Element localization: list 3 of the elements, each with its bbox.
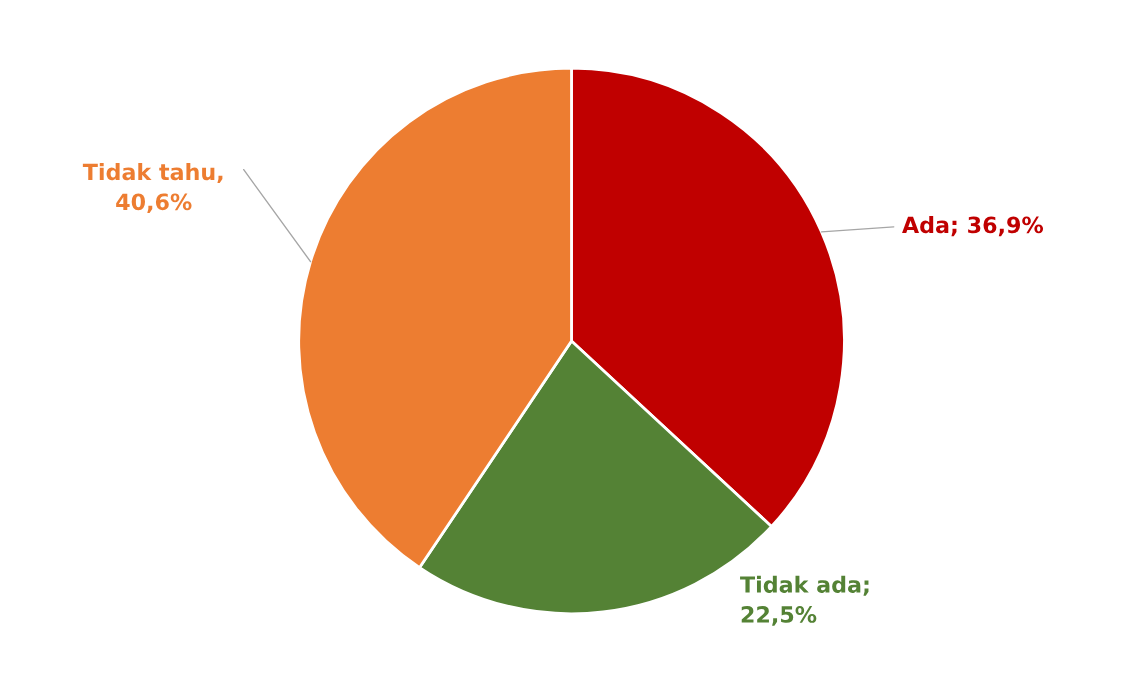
slice-label: Tidak tahu, 40,6%: [82, 163, 223, 214]
slice-label: Ada; 36,9%: [902, 216, 1044, 237]
slice-label: Tidak ada; 22,5%: [740, 575, 869, 626]
